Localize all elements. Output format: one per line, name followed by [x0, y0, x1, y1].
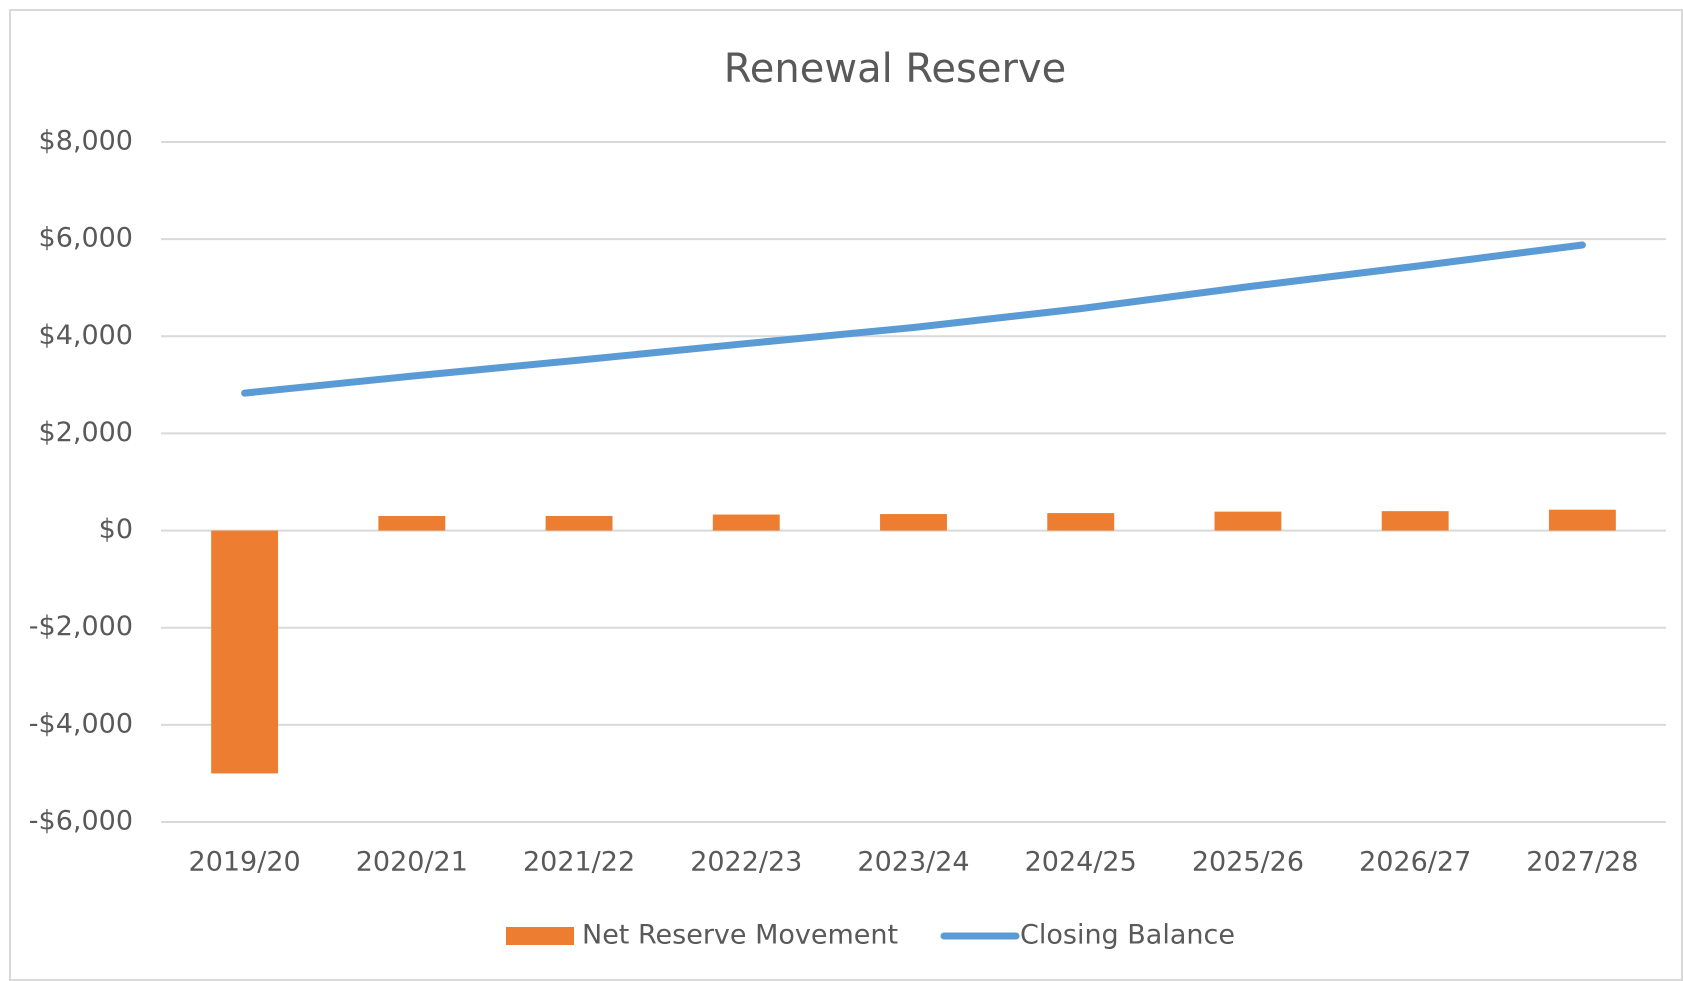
x-tick-label: 2026/27	[1359, 847, 1471, 878]
bar	[545, 516, 613, 531]
chart-frame	[9, 9, 1683, 981]
bar	[712, 514, 780, 531]
y-tick-label: $6,000	[39, 223, 133, 254]
x-tick-label: 2024/25	[1025, 847, 1137, 878]
legend-label: Net Reserve Movement	[582, 920, 898, 951]
y-tick-label: -$6,000	[29, 806, 133, 837]
x-tick-label: 2027/28	[1526, 847, 1638, 878]
chart-title: Renewal Reserve	[724, 46, 1066, 92]
x-tick-label: 2021/22	[523, 847, 635, 878]
y-tick-label: $8,000	[39, 126, 133, 157]
bar	[1047, 513, 1115, 531]
x-tick-label: 2020/21	[356, 847, 468, 878]
x-tick-label: 2019/20	[189, 847, 301, 878]
bar	[211, 530, 279, 774]
bar	[1548, 509, 1616, 531]
legend-swatch	[506, 927, 574, 945]
x-tick-label: 2023/24	[857, 847, 969, 878]
x-tick-label: 2025/26	[1192, 847, 1304, 878]
y-tick-label: $2,000	[39, 417, 133, 448]
legend-label: Closing Balance	[1020, 920, 1235, 951]
bar	[880, 514, 947, 531]
y-tick-label: -$2,000	[29, 611, 133, 642]
bar	[378, 516, 446, 531]
x-tick-label: 2022/23	[690, 847, 802, 878]
y-tick-label: $4,000	[39, 320, 133, 351]
bar	[1381, 511, 1449, 531]
bar	[1214, 511, 1282, 531]
y-tick-label: $0	[99, 514, 133, 545]
y-tick-label: -$4,000	[29, 708, 133, 739]
line	[241, 241, 1586, 397]
